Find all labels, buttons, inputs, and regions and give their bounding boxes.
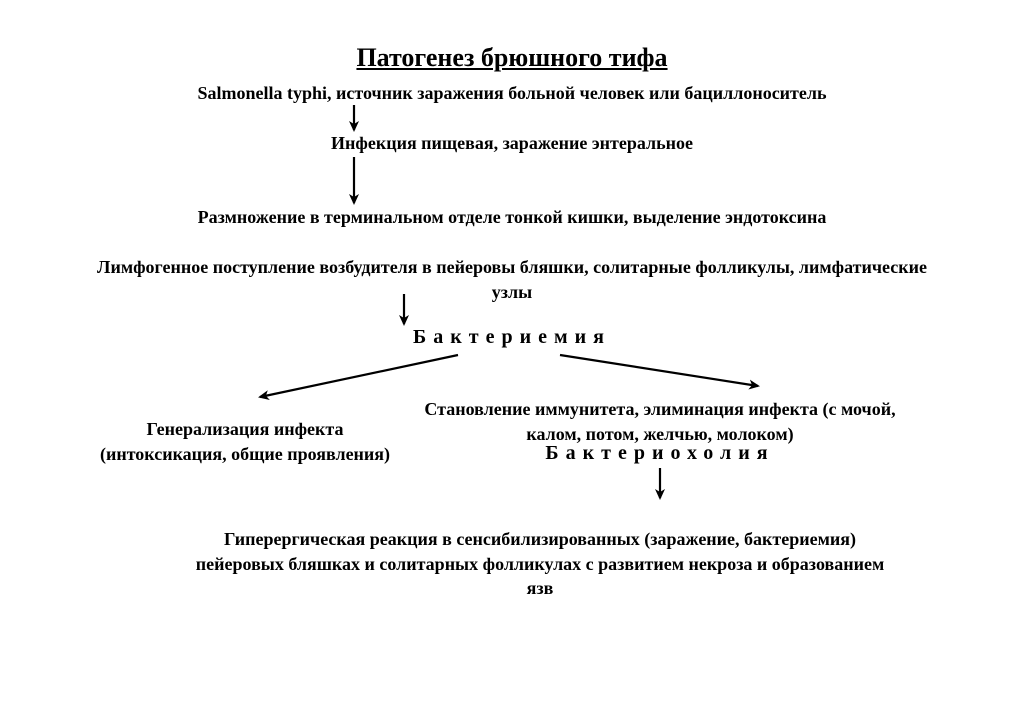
node-n2: Инфекция пищевая, заражение энтеральное [162, 131, 862, 155]
arrows-layer [0, 0, 1024, 709]
node-n3: Размножение в терминальном отделе тонкой… [72, 205, 952, 229]
node-n9: Гиперергическая реакция в сенсибилизиров… [190, 527, 890, 600]
node-title: Патогенез брюшного тифа [252, 40, 772, 75]
node-n7: Становление иммунитета, элиминация инфек… [400, 397, 920, 446]
node-n4: Лимфогенное поступление возбудителя в пе… [92, 255, 932, 304]
flowchart-canvas: Патогенез брюшного тифа Salmonella typhi,… [0, 0, 1024, 709]
node-n8: Бактериохолия [450, 440, 870, 467]
node-n6: Генерализация инфекта (интоксикация, общ… [95, 417, 395, 466]
edge-n5-n7 [560, 355, 758, 386]
edge-n5-n6 [260, 355, 458, 397]
node-n1: Salmonella typhi, источник заражения бол… [102, 81, 922, 105]
node-n5: Бактериемия [312, 324, 712, 351]
